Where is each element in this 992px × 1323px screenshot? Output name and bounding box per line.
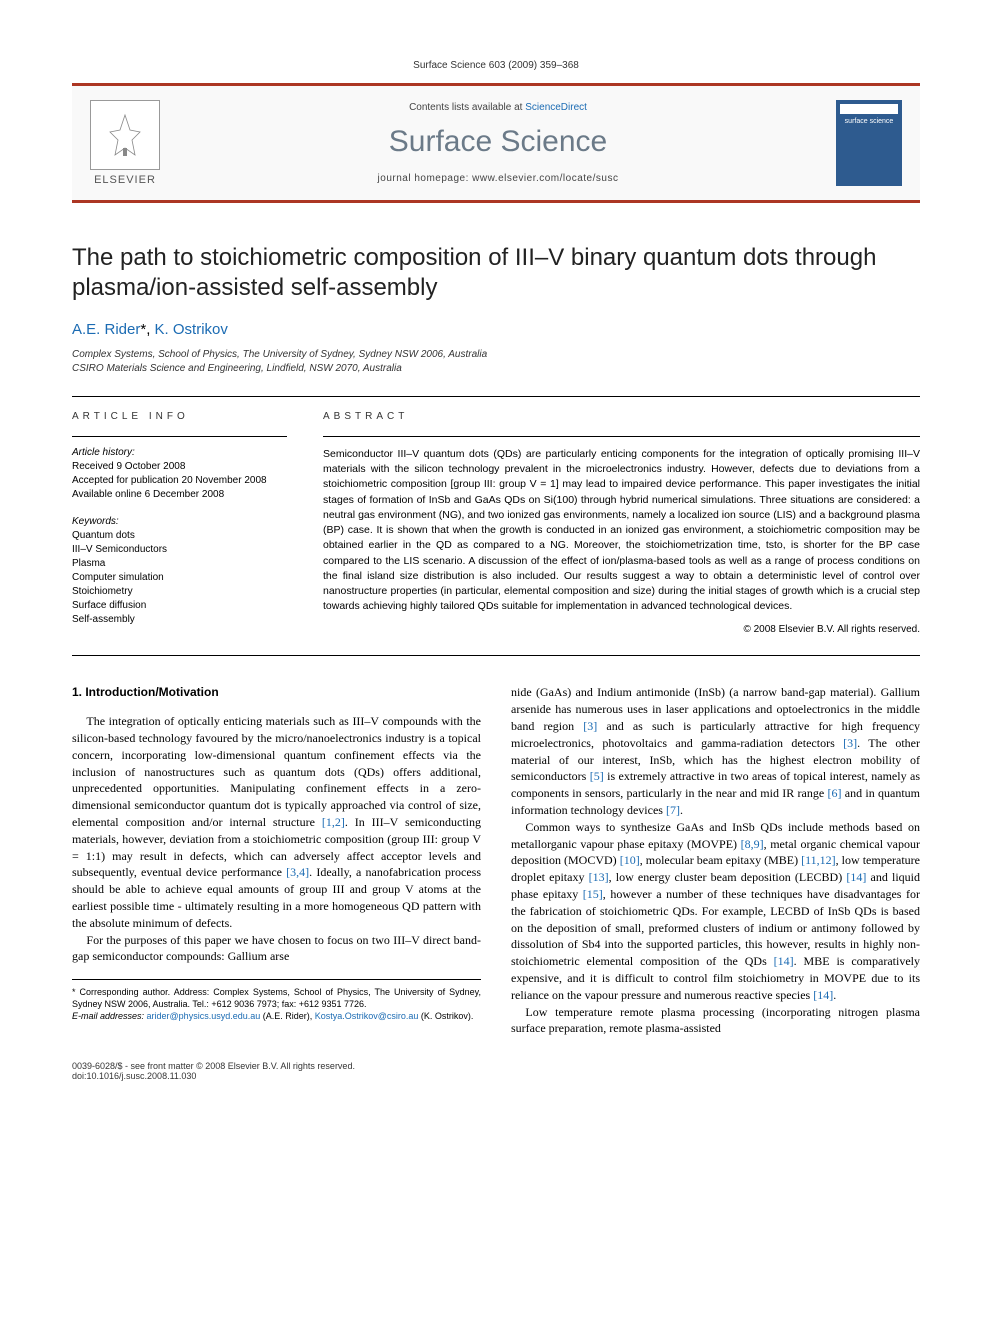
history-label: Article history: <box>72 447 287 458</box>
abstract-copyright: © 2008 Elsevier B.V. All rights reserved… <box>323 624 920 635</box>
homepage-line: journal homepage: www.elsevier.com/locat… <box>178 173 818 184</box>
email-line: E-mail addresses: arider@physics.usyd.ed… <box>72 1010 481 1022</box>
body-columns: 1. Introduction/Motivation The integrati… <box>72 684 920 1037</box>
article-info-column: ARTICLE INFO Article history: Received 9… <box>72 411 287 635</box>
running-header: Surface Science 603 (2009) 359–368 <box>72 60 920 71</box>
publisher-block: ELSEVIER <box>90 100 160 186</box>
corresponding-author: * Corresponding author. Address: Complex… <box>72 986 481 1010</box>
journal-cover-icon: surface science <box>836 100 902 186</box>
abstract-column: ABSTRACT Semiconductor III–V quantum dot… <box>323 411 920 635</box>
elsevier-tree-icon <box>90 100 160 170</box>
journal-title: Surface Science <box>178 125 818 159</box>
journal-banner: ELSEVIER Contents lists available at Sci… <box>72 83 920 203</box>
affiliation-2: CSIRO Materials Science and Engineering,… <box>72 362 920 376</box>
body-paragraph: The integration of optically enticing ma… <box>72 713 481 931</box>
received-date: Received 9 October 2008 <box>72 460 287 474</box>
front-matter-line: 0039-6028/$ - see front matter © 2008 El… <box>72 1061 355 1071</box>
email-link-1[interactable]: arider@physics.usyd.edu.au <box>147 1011 261 1021</box>
email-link-2[interactable]: Kostya.Ostrikov@csiro.au <box>315 1011 419 1021</box>
abstract-text: Semiconductor III–V quantum dots (QDs) a… <box>323 447 920 614</box>
keyword: Self-assembly <box>72 613 287 627</box>
authors-line: A.E. Rider*, K. Ostrikov <box>72 321 920 338</box>
doi-line: doi:10.1016/j.susc.2008.11.030 <box>72 1071 355 1081</box>
homepage-url[interactable]: www.elsevier.com/locate/susc <box>472 173 618 184</box>
body-paragraph: Low temperature remote plasma processing… <box>511 1004 920 1038</box>
author-2[interactable]: K. Ostrikov <box>155 321 228 338</box>
sciencedirect-link[interactable]: ScienceDirect <box>525 102 587 113</box>
rule-top <box>72 396 920 397</box>
body-paragraph: nide (GaAs) and Indium antimonide (InSb)… <box>511 684 920 818</box>
article-title: The path to stoichiometric composition o… <box>72 243 920 303</box>
keyword: Plasma <box>72 557 287 571</box>
keyword: Surface diffusion <box>72 599 287 613</box>
article-info-heading: ARTICLE INFO <box>72 411 287 422</box>
keyword: Computer simulation <box>72 571 287 585</box>
online-date: Available online 6 December 2008 <box>72 488 287 502</box>
keyword: III–V Semiconductors <box>72 543 287 557</box>
footnote-block: * Corresponding author. Address: Complex… <box>72 979 481 1022</box>
keywords-label: Keywords: <box>72 516 287 527</box>
keyword: Stoichiometry <box>72 585 287 599</box>
elsevier-label: ELSEVIER <box>94 174 156 186</box>
affiliation-1: Complex Systems, School of Physics, The … <box>72 348 920 362</box>
affiliations: Complex Systems, School of Physics, The … <box>72 348 920 376</box>
body-paragraph: Common ways to synthesize GaAs and InSb … <box>511 819 920 1004</box>
contents-line: Contents lists available at ScienceDirec… <box>178 102 818 113</box>
keyword: Quantum dots <box>72 529 287 543</box>
abstract-heading: ABSTRACT <box>323 411 920 422</box>
author-1[interactable]: A.E. Rider <box>72 321 140 338</box>
section-heading: 1. Introduction/Motivation <box>72 684 481 701</box>
page-footer: 0039-6028/$ - see front matter © 2008 El… <box>72 1061 920 1081</box>
body-paragraph: For the purposes of this paper we have c… <box>72 932 481 966</box>
rule-bottom <box>72 655 920 656</box>
accepted-date: Accepted for publication 20 November 200… <box>72 474 287 488</box>
